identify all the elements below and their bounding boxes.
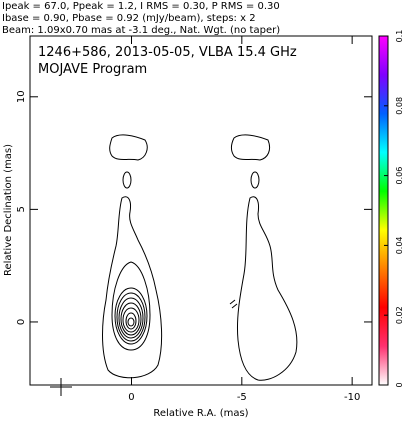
x-axis-label: Relative R.A. (mas) — [153, 408, 248, 419]
x-tick-label: -10 — [344, 392, 360, 403]
chart-subtitle: MOJAVE Program — [38, 62, 147, 77]
colorbar — [378, 35, 389, 386]
colorbar-tick-label: 0.02 — [395, 306, 404, 324]
header-line: Beam: 1.09x0.70 mas at -3.1 deg., Nat. W… — [2, 25, 280, 36]
chart-title: 1246+586, 2013-05-05, VLBA 15.4 GHz — [38, 45, 297, 60]
colorbar-tick-label: 0.1 — [395, 30, 404, 43]
header-line: Ibase = 0.90, Pbase = 0.92 (mJy/beam), s… — [2, 13, 256, 24]
y-tick-label: 10 — [16, 90, 27, 103]
contours — [50, 134, 298, 396]
plot-frame — [29, 35, 373, 386]
y-tick-label: 0 — [16, 319, 27, 325]
header-line: Ipeak = 67.0, Ppeak = 1.2, I RMS = 0.30,… — [2, 1, 280, 12]
colorbar-tick-label: 0 — [395, 382, 404, 387]
colorbar-tick-label: 0.06 — [395, 167, 404, 185]
x-tick-label: -5 — [237, 392, 247, 403]
y-axis-label: Relative Declination (mas) — [3, 144, 14, 276]
colorbar-tick-label: 0.08 — [395, 97, 404, 115]
colorbar-tick-label: 0.04 — [395, 236, 404, 254]
y-tick-label: 5 — [16, 206, 27, 212]
x-tick-label: 0 — [128, 392, 134, 403]
